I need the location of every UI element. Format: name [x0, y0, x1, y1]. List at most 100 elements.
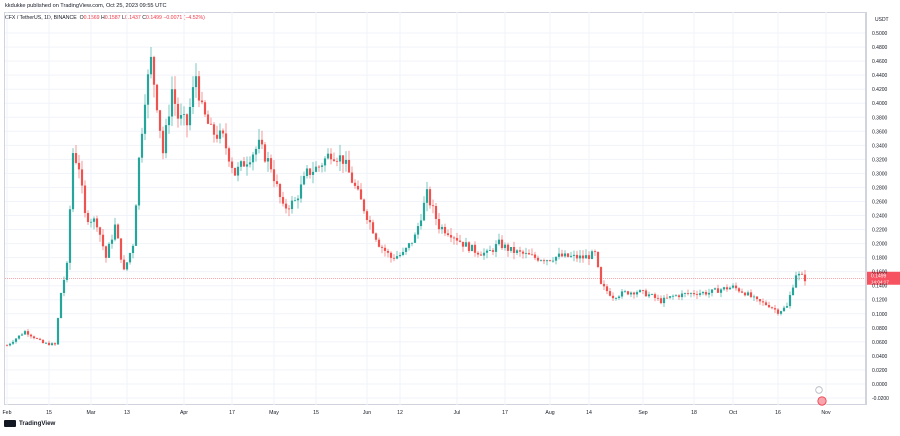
candle [488, 245, 492, 251]
candle [581, 250, 585, 263]
candle [275, 174, 279, 187]
candle [497, 233, 501, 246]
candle [44, 342, 48, 344]
chart-pane-border [4, 12, 866, 405]
y-tick-label: 0.2200 [872, 228, 888, 234]
candle [11, 339, 15, 346]
candle [320, 162, 324, 173]
x-tick-label: Sep [638, 410, 647, 416]
candle [533, 251, 537, 261]
candle [173, 76, 177, 116]
y-tick-label: 0.1600 [872, 270, 888, 276]
candle [791, 284, 795, 296]
price-axis[interactable] [866, 12, 900, 405]
x-tick-label: Jun [363, 410, 371, 416]
candle [194, 63, 198, 98]
candles [5, 47, 807, 347]
candle [593, 249, 597, 257]
y-axis-labels: 0.5000 0.4800 0.4600 0.4400 0.4200 0.4000 0.38… [872, 31, 889, 402]
candle [251, 151, 255, 171]
candle [104, 245, 108, 263]
candle [482, 248, 486, 260]
candle [449, 227, 453, 243]
candle [662, 295, 666, 308]
candle [473, 241, 477, 257]
candle [587, 251, 591, 265]
candle [476, 251, 480, 258]
candle [785, 302, 789, 309]
candle [452, 235, 456, 245]
candle [557, 247, 561, 260]
candle [389, 251, 393, 263]
x-tick-label: Feb [3, 410, 12, 416]
candle [374, 232, 378, 243]
x-tick-label: Oct [729, 410, 738, 416]
candle [26, 328, 30, 338]
candle [47, 340, 51, 346]
candle [317, 165, 321, 172]
x-tick-label: 15 [313, 410, 319, 416]
y-tick-label: 0.3800 [872, 115, 888, 121]
candle [701, 290, 705, 296]
footer-brand[interactable]: TradingView [4, 420, 55, 427]
y-tick-label: 0.4000 [872, 101, 888, 107]
tradingview-logo-icon [4, 420, 16, 427]
candle [260, 130, 264, 149]
gridlines [5, 12, 865, 405]
y-tick-label: 0.2800 [872, 185, 888, 191]
candle [245, 156, 249, 176]
candle [554, 256, 558, 265]
candle [29, 333, 33, 339]
candle [368, 215, 372, 230]
candle [371, 219, 375, 234]
x-tick-label: 18 [691, 410, 697, 416]
candle [782, 305, 786, 312]
candle [644, 288, 648, 297]
y-tick-label: 0.3600 [872, 129, 888, 135]
x-tick-label: 17 [502, 410, 508, 416]
candle [287, 205, 291, 217]
candle [236, 162, 240, 182]
published-note: kkdukke published on TradingView.com, Oc… [5, 3, 167, 9]
candle [218, 123, 222, 144]
candle [530, 248, 534, 256]
candle [692, 289, 696, 297]
candle [773, 304, 777, 313]
candle [485, 248, 489, 259]
candle [566, 253, 570, 258]
candle [209, 117, 213, 125]
candle [95, 215, 99, 232]
candle [68, 205, 72, 270]
candle [416, 222, 420, 239]
candle [401, 247, 405, 257]
candle [386, 248, 390, 258]
candle [80, 160, 84, 194]
candle [152, 55, 156, 98]
candle [161, 126, 165, 160]
candle [743, 291, 747, 297]
candle [113, 217, 117, 242]
candle [572, 250, 576, 262]
candle [704, 289, 708, 297]
candle [362, 198, 366, 214]
candle [653, 292, 657, 302]
x-axis-labels: Feb 15 Mar 13 Apr 17 May 15 Jun 12 Jul 17 Aug 14 Sep 18… [3, 410, 831, 416]
y-tick-label: 0.2400 [872, 214, 888, 220]
candle [380, 244, 384, 254]
candle [725, 284, 729, 292]
x-tick-label: Aug [545, 410, 554, 416]
x-tick-label: 15 [46, 410, 52, 416]
candle [686, 289, 690, 296]
candle [23, 329, 27, 335]
candle [116, 223, 120, 239]
candle [293, 196, 297, 202]
symbol-title: CFX / TetherUS, 1D, BINANCE [5, 15, 77, 21]
candle [17, 335, 21, 340]
candle [584, 249, 588, 259]
low-value: 0.1437 [124, 15, 141, 21]
candle [221, 128, 225, 138]
candle [119, 238, 123, 263]
